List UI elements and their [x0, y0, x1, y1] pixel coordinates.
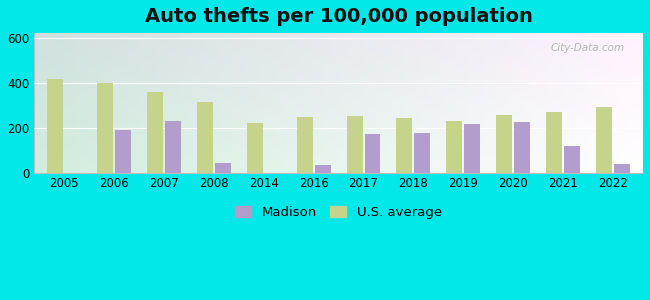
Bar: [415, 133, 430, 172]
Bar: [247, 123, 263, 172]
Bar: [147, 92, 163, 172]
Bar: [214, 163, 231, 172]
Bar: [447, 121, 462, 172]
Bar: [564, 146, 580, 172]
Bar: [396, 118, 413, 172]
Bar: [296, 117, 313, 172]
Bar: [47, 79, 63, 172]
Bar: [315, 165, 331, 172]
Bar: [546, 112, 562, 172]
Title: Auto thefts per 100,000 population: Auto thefts per 100,000 population: [144, 7, 532, 26]
Legend: Madison, U.S. average: Madison, U.S. average: [230, 201, 447, 225]
Bar: [165, 121, 181, 172]
Text: City-Data.com: City-Data.com: [551, 43, 625, 53]
Bar: [346, 116, 363, 172]
Bar: [514, 122, 530, 172]
Bar: [97, 83, 113, 172]
Bar: [497, 115, 512, 172]
Bar: [365, 134, 380, 172]
Bar: [197, 102, 213, 172]
Bar: [614, 164, 630, 172]
Bar: [115, 130, 131, 172]
Bar: [596, 107, 612, 172]
Bar: [464, 124, 480, 172]
